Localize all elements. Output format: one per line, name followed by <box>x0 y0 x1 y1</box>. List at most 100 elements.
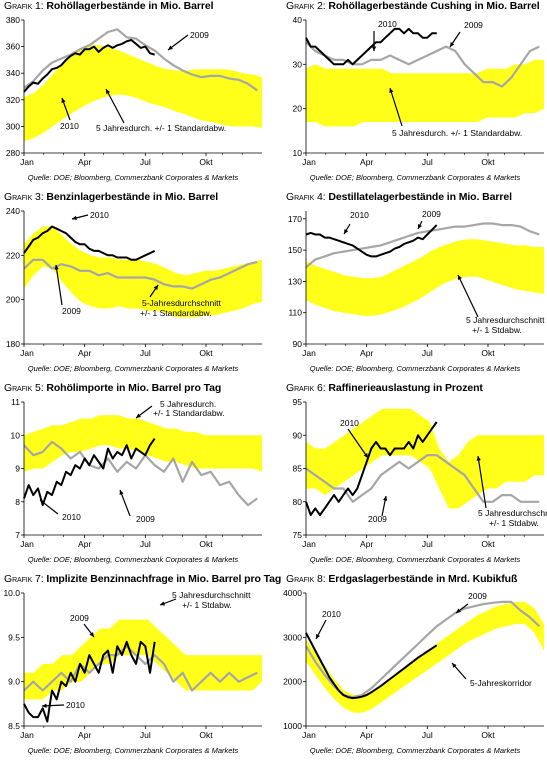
annotation-label: 2010 <box>90 210 109 220</box>
annotation-arrowhead <box>450 42 455 47</box>
y-tick-label: 360 <box>6 42 20 52</box>
annotation-label: 2010 <box>62 512 81 522</box>
x-tick-label: Okt <box>199 539 213 549</box>
annotation-arrowhead <box>363 453 368 458</box>
y-tick-label: 10 <box>293 148 303 158</box>
annotation-label: +/- 1 Standardabw. <box>153 408 225 418</box>
annotation-arrowhead <box>452 663 457 668</box>
y-tick-label: 320 <box>6 95 20 105</box>
series-line-2010 <box>305 27 437 66</box>
chart-svg: 280 300 320 340 360 380 Jan Apr Jul Okt 2009 2010 5 … <box>6 15 262 167</box>
chart-title: Grafik 2: Rohöllagerbestände Cushing in … <box>286 0 540 12</box>
series-line-2010 <box>305 421 438 516</box>
annotation-arrowhead <box>371 46 377 51</box>
annotation-arrowhead <box>168 45 173 50</box>
chart-title: Grafik 3: Benzinlagerbestände in Mio. Ba… <box>4 191 218 203</box>
series-line-2009 <box>23 440 258 507</box>
y-tick-label: 8 <box>15 497 20 507</box>
band-area <box>306 59 544 127</box>
band-area <box>306 601 544 713</box>
x-tick-label: Apr <box>78 539 91 549</box>
y-tick-label: 9.0 <box>8 677 20 687</box>
annotation-label: 2010 <box>340 418 359 428</box>
annotation-label: 2009 <box>190 30 209 40</box>
annotation-arrowhead <box>106 89 111 94</box>
y-tick-label: 200 <box>6 295 20 305</box>
source-note: Quelle: DOE; Bloomberg, Commerzbank Corp… <box>309 173 521 182</box>
source-note: Quelle: DOE; Bloomberg, Commerzbank Corp… <box>309 746 521 755</box>
y-tick-label: 150 <box>288 245 302 255</box>
y-tick-label: 240 <box>6 206 20 216</box>
annotation-arrow <box>389 87 403 127</box>
x-tick-label: Okt <box>199 157 213 167</box>
chart-title-text: Rohöllagerbestände Cushing in Mio. Barre… <box>328 0 540 12</box>
y-tick-label: 30 <box>293 59 303 69</box>
y-tick-label: 20 <box>293 104 303 114</box>
y-tick-label: 7 <box>15 530 20 540</box>
x-tick-label: Okt <box>481 348 495 358</box>
annotation-arrow <box>477 455 487 509</box>
annotation-arrowhead <box>153 285 158 290</box>
x-tick-label: Jul <box>422 539 433 549</box>
annotation-arrowhead <box>418 224 422 229</box>
chart-panel-6: Grafik 6: Raffinerieauslastung in Prozen… <box>282 382 547 570</box>
x-tick-label: Okt <box>481 730 495 740</box>
annotation-label: 2010 <box>60 121 79 131</box>
annotation-label: 2009 <box>368 514 387 524</box>
annotation-label: 5 Jahresdurchschnitt <box>172 590 251 600</box>
chart-number-label: Grafik 4: <box>286 191 329 203</box>
chart-panel-4: Grafik 4: Destillatelagerbestände in Mio… <box>282 191 547 379</box>
y-tick-label: 2000 <box>283 677 302 687</box>
chart-panel-7: Grafik 7: Implizite Benzinnachfrage in M… <box>0 573 281 761</box>
annotation-label: 5 Jahresdurch. +/- 1 Standardabw. <box>392 128 522 138</box>
y-tick-label: 85 <box>293 464 303 474</box>
annotation-arrowhead <box>61 98 66 103</box>
y-tick-label: 8.5 <box>8 721 20 731</box>
chart-title-text: Rohöllagerbestände in Mio. Barrel <box>46 0 214 12</box>
annotation-label: 2009 <box>70 613 89 623</box>
annotation-arrowhead <box>344 229 349 234</box>
source-note: Quelle: DOE; Bloomberg, Commerzbank Corp… <box>27 746 239 755</box>
chart-number-label: Grafik 5: <box>4 382 47 394</box>
x-tick-label: Apr <box>360 157 373 167</box>
chart-panel-5: Grafik 5: Rohölimporte in Mio. Barrel pr… <box>0 382 265 570</box>
x-tick-label: Okt <box>199 348 213 358</box>
y-tick-label: 11 <box>11 397 20 407</box>
annotation-arrowhead <box>40 500 45 505</box>
annotation-arrowhead <box>457 275 462 280</box>
x-tick-label: Jan <box>302 539 316 549</box>
chart-number-label: Grafik 6: <box>286 382 329 394</box>
x-tick-label: Apr <box>360 730 373 740</box>
x-tick-label: Jan <box>20 730 34 740</box>
x-tick-label: Okt <box>199 730 213 740</box>
chart-svg: 180 200 220 240 Jan Apr Jul Okt 2010 2009 5-Jahres… <box>6 206 262 358</box>
x-tick-label: Apr <box>360 539 373 549</box>
y-tick-label: 180 <box>6 339 20 349</box>
annotation-label: 5 Jahresdurch. +/- 1 Standardabw. <box>96 123 226 133</box>
band-area <box>306 239 544 316</box>
source-note: Quelle: DOE; Bloomberg, Commerzbank Corp… <box>309 364 521 373</box>
x-tick-label: Jul <box>140 730 151 740</box>
chart-title: Grafik 1: Rohöllagerbestände in Mio. Bar… <box>4 0 214 12</box>
band-area <box>24 45 262 141</box>
chart-svg: 7 8 9 10 11 Jan Apr Jul Okt 5 Jahresdurch.+/- 1 S… <box>11 397 262 549</box>
chart-title: Grafik 4: Destillatelagerbestände in Mio… <box>286 191 512 203</box>
annotation-arrow <box>347 428 369 459</box>
x-tick-label: Jul <box>422 730 433 740</box>
x-tick-label: Jul <box>422 157 433 167</box>
chart-svg: 75 80 85 90 95 Jan Apr Jul Okt 2010 2009 5 Jahresdu… <box>293 397 547 549</box>
series-line-2009 <box>305 41 540 88</box>
y-tick-label: 130 <box>288 276 302 286</box>
x-tick-label: Jul <box>422 348 433 358</box>
chart-title: Grafik 6: Raffinerieauslastung in Prozen… <box>286 382 483 394</box>
annotation-label: 2010 <box>66 700 85 710</box>
y-tick-label: 300 <box>6 121 20 131</box>
x-tick-label: Jul <box>140 539 151 549</box>
x-tick-label: Okt <box>481 539 495 549</box>
x-tick-label: Okt <box>481 157 495 167</box>
annotation-label: +/- 1 Standardabw. <box>140 308 212 318</box>
series-line-2010 <box>305 632 438 700</box>
y-tick-label: 90 <box>293 430 303 440</box>
y-tick-label: 1000 <box>283 721 302 731</box>
y-tick-label: 9 <box>15 464 20 474</box>
